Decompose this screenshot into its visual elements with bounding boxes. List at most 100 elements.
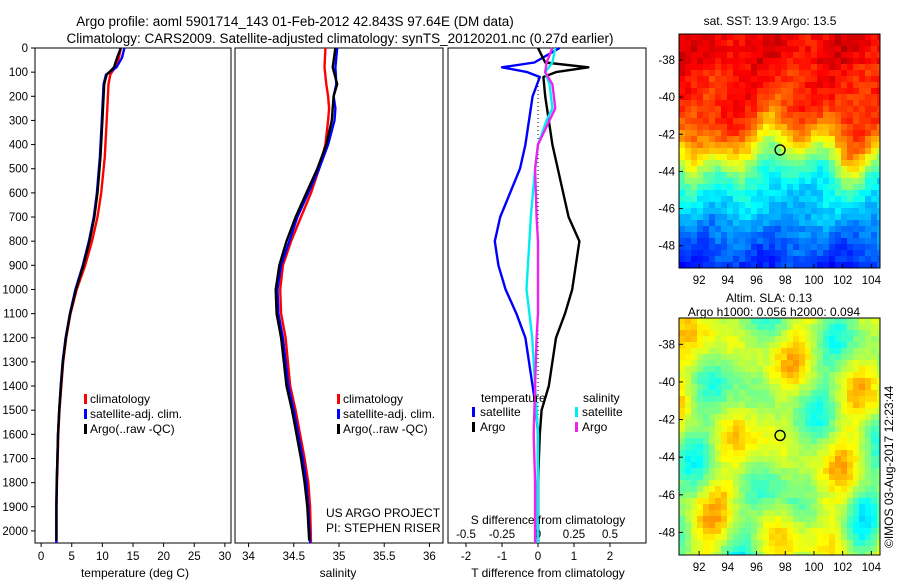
sla-cell (769, 492, 775, 498)
sst-cell (817, 262, 823, 268)
sst-cell (757, 88, 763, 94)
sla-cell (871, 402, 877, 408)
sla-cell (745, 546, 751, 552)
sst-cell (799, 58, 805, 64)
sst-cell (769, 76, 775, 82)
sst-cell (787, 148, 793, 154)
salinity-panel-frame (234, 47, 444, 544)
sst-cell (727, 196, 733, 202)
sst-cell (685, 40, 691, 46)
sst-cell (793, 214, 799, 220)
series-line-argo-raw-qc- (274, 47, 339, 541)
sla-cell (787, 528, 793, 534)
sla-cell (739, 510, 745, 516)
sst-cell (781, 64, 787, 70)
sst-cell (733, 238, 739, 244)
sla-cell (865, 504, 871, 510)
sla-cell (811, 396, 817, 402)
sst-cell (709, 226, 715, 232)
sla-cell (703, 384, 709, 390)
sst-cell (823, 220, 829, 226)
sst-cell (865, 52, 871, 58)
sst-cell (859, 166, 865, 172)
sst-cell (859, 112, 865, 118)
sst-cell (871, 250, 877, 256)
x-tick-label: 20 (157, 551, 170, 563)
sst-cell (841, 250, 847, 256)
sla-cell (829, 534, 835, 540)
sst-cell (853, 100, 859, 106)
sst-cell (865, 34, 871, 40)
sla-cell (703, 534, 709, 540)
sla-cell (685, 426, 691, 432)
sst-cell (877, 142, 880, 148)
sla-cell (733, 354, 739, 360)
sla-cell (841, 396, 847, 402)
sst-cell (793, 142, 799, 148)
sst-cell (847, 172, 853, 178)
sst-cell (691, 196, 697, 202)
sla-cell (757, 432, 763, 438)
sst-cell (769, 190, 775, 196)
sla-cell (859, 438, 865, 444)
sst-cell (823, 136, 829, 142)
sst-cell (781, 190, 787, 196)
sst-cell (769, 82, 775, 88)
sst-cell (859, 58, 865, 64)
sla-cell (859, 516, 865, 522)
sst-cell (721, 112, 727, 118)
sla-cell (805, 462, 811, 468)
sst-cell (745, 232, 751, 238)
sst-cell (865, 244, 871, 250)
series-line-argo-salinity (532, 47, 557, 543)
sla-cell (859, 528, 865, 534)
sst-cell (835, 238, 841, 244)
sst-cell (757, 142, 763, 148)
sst-cell (781, 112, 787, 118)
sst-cell (853, 154, 859, 160)
salinity-legend: climatology satellite-adj. clim. Argo(..… (337, 392, 435, 436)
sla-cell (781, 402, 787, 408)
sla-cell (745, 336, 751, 342)
sla-cell (763, 414, 769, 420)
sst-cell (715, 238, 721, 244)
sla-cell (805, 522, 811, 528)
sst-cell (745, 64, 751, 70)
sla-cell (703, 438, 709, 444)
sla-cell (709, 486, 715, 492)
sla-cell (853, 324, 859, 330)
sla-cell (781, 342, 787, 348)
sla-cell (733, 372, 739, 378)
sla-cell (691, 468, 697, 474)
sst-cell (781, 208, 787, 214)
sst-cell (829, 94, 835, 100)
sst-cell (781, 202, 787, 208)
sla-cell (739, 354, 745, 360)
sst-cell (823, 244, 829, 250)
sla-cell (781, 330, 787, 336)
sst-cell (781, 82, 787, 88)
sla-cell (757, 360, 763, 366)
sla-cell (865, 528, 871, 534)
sla-cell (865, 354, 871, 360)
sla-cell (841, 456, 847, 462)
depth-tick-label: 1200 (2, 333, 28, 345)
sla-cell (805, 402, 811, 408)
sla-cell (805, 432, 811, 438)
sla-cell (799, 546, 805, 552)
sst-cell (817, 88, 823, 94)
sst-cell (859, 64, 865, 70)
sst-cell (685, 256, 691, 262)
sla-cell (745, 540, 751, 546)
sla-cell (715, 426, 721, 432)
sst-cell (835, 214, 841, 220)
sst-cell (721, 154, 727, 160)
sla-cell (715, 480, 721, 486)
sla-cell (835, 336, 841, 342)
sla-cell (787, 402, 793, 408)
sla-cell (799, 486, 805, 492)
sla-cell (853, 492, 859, 498)
sla-cell (877, 426, 880, 432)
sla-cell (727, 378, 733, 384)
sla-cell (727, 354, 733, 360)
